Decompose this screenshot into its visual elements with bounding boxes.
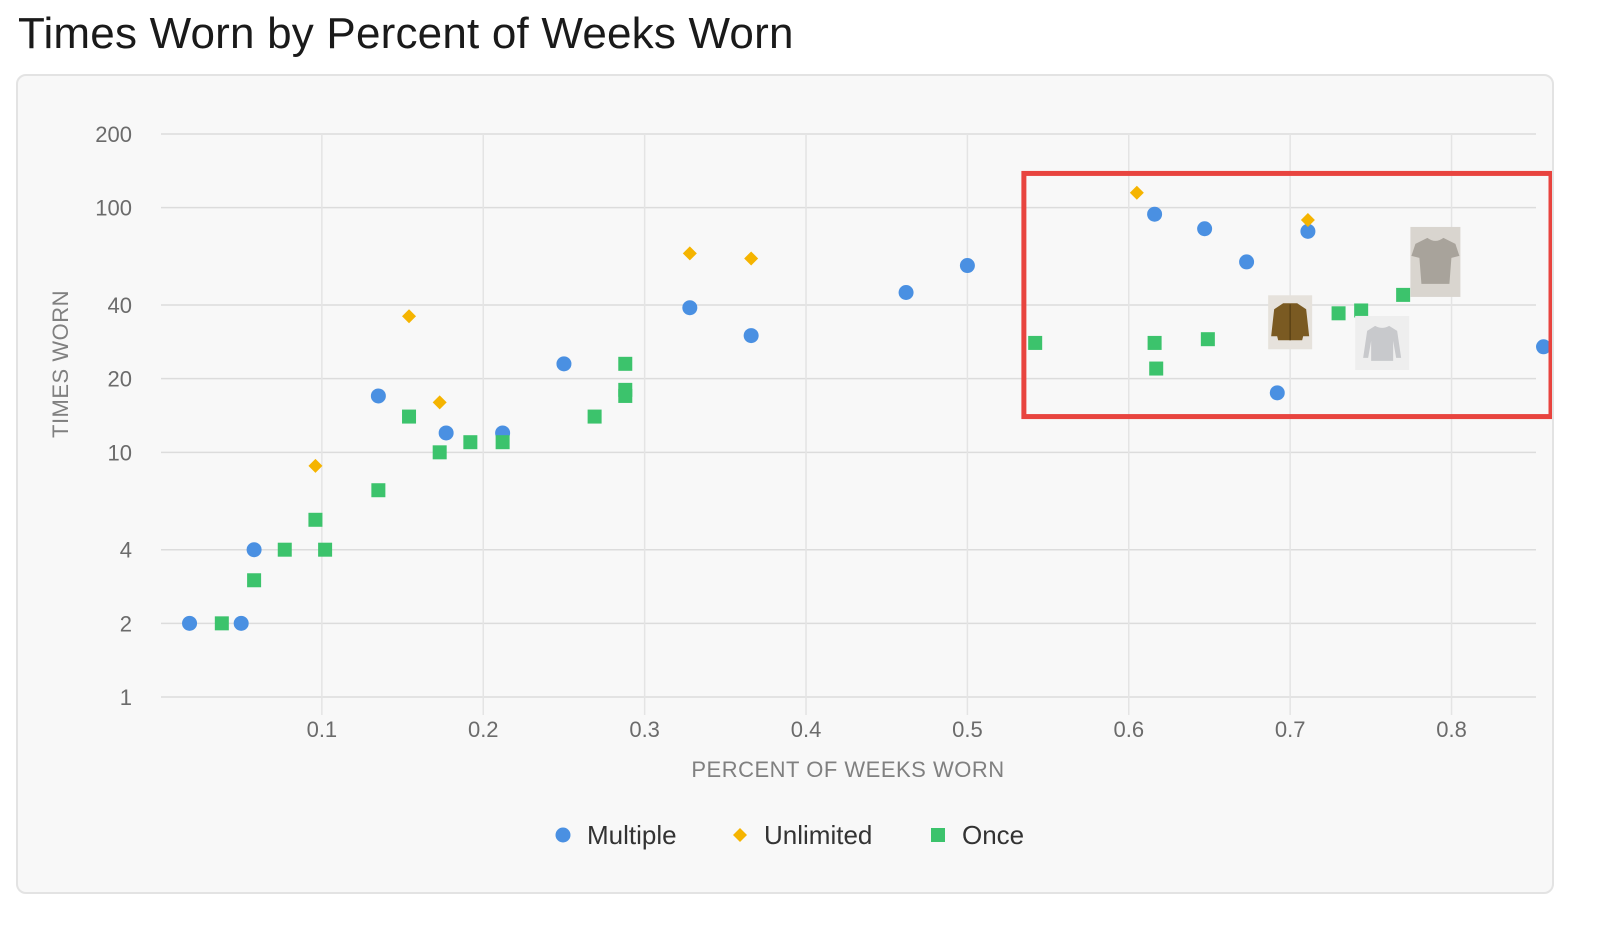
chart-card: 1 2 4 10 20 40 100 200 0.1 0.2 0.3 0.4 0.5 0.6 0.7 0.8… <box>16 74 1554 894</box>
x-tick-label: 0.1 <box>307 717 338 742</box>
point-unlimited <box>308 458 323 473</box>
x-tick-label: 0.4 <box>791 717 822 742</box>
x-axis-title: PERCENT OF WEEKS WORN <box>691 757 1004 782</box>
point-unlimited <box>1129 185 1144 200</box>
point-multiple <box>898 285 914 301</box>
x-tick-labels: 0.1 0.2 0.3 0.4 0.5 0.6 0.7 0.8 <box>307 717 1467 742</box>
data-points <box>182 185 1552 631</box>
point-multiple <box>1197 221 1213 237</box>
sweater-shape <box>1363 325 1402 361</box>
y-tick-label: 2 <box>120 611 132 636</box>
point-multiple <box>556 356 572 372</box>
legend-label: Unlimited <box>764 820 872 850</box>
point-unlimited <box>744 251 759 266</box>
point-multiple <box>182 615 198 631</box>
point-once <box>1331 306 1346 321</box>
grid-lines <box>161 133 1536 715</box>
point-once <box>214 616 229 631</box>
point-multiple <box>743 328 759 344</box>
point-once <box>1149 361 1164 376</box>
point-unlimited <box>682 246 697 261</box>
jacket-thumbnail-icon <box>1268 295 1313 350</box>
point-once <box>587 409 602 424</box>
legend: Multiple Unlimited Once <box>555 820 1024 850</box>
point-multiple <box>1300 223 1316 239</box>
y-tick-label: 200 <box>95 122 132 147</box>
point-once <box>618 388 633 403</box>
y-tick-label: 4 <box>120 538 132 563</box>
point-multiple <box>438 425 454 441</box>
point-unlimited <box>402 309 417 324</box>
point-once <box>495 435 510 450</box>
x-tick-label: 0.6 <box>1113 717 1144 742</box>
point-multiple <box>1269 385 1285 401</box>
tshirt-thumbnail-icon <box>1410 226 1461 297</box>
point-unlimited <box>1300 213 1315 228</box>
point-multiple <box>1147 206 1163 222</box>
y-axis-title: TIMES WORN <box>48 290 73 438</box>
y-tick-labels: 1 2 4 10 20 40 100 200 <box>95 122 132 710</box>
point-multiple <box>370 388 386 404</box>
point-once <box>463 435 478 450</box>
point-once <box>1354 303 1369 318</box>
legend-marker-unlimited <box>733 828 747 842</box>
y-tick-label: 40 <box>108 293 132 318</box>
point-multiple <box>682 300 698 316</box>
point-multiple <box>1536 339 1552 355</box>
point-once <box>247 573 262 588</box>
point-once <box>402 409 417 424</box>
legend-marker-once <box>931 828 945 842</box>
legend-label: Multiple <box>587 820 677 850</box>
legend-item-multiple[interactable]: Multiple <box>555 820 677 850</box>
point-once <box>618 356 633 371</box>
point-once <box>318 542 333 557</box>
point-once <box>1147 335 1162 350</box>
point-once <box>371 483 386 498</box>
x-tick-label: 0.2 <box>468 717 499 742</box>
scatter-chart: 1 2 4 10 20 40 100 200 0.1 0.2 0.3 0.4 0.5 0.6 0.7 0.8… <box>48 122 1552 850</box>
tshirt-shape <box>1411 237 1460 284</box>
legend-item-once[interactable]: Once <box>931 820 1024 850</box>
x-tick-label: 0.7 <box>1275 717 1306 742</box>
y-tick-label: 20 <box>108 367 132 392</box>
point-once <box>1200 332 1215 347</box>
x-tick-label: 0.5 <box>952 717 983 742</box>
point-once <box>1028 335 1043 350</box>
page-title: Times Worn by Percent of Weeks Worn <box>18 9 794 58</box>
y-tick-label: 10 <box>108 440 132 465</box>
legend-marker-multiple <box>555 827 571 843</box>
point-multiple <box>959 258 975 274</box>
legend-item-unlimited[interactable]: Unlimited <box>733 820 872 850</box>
highlight-box <box>1021 170 1552 420</box>
point-multiple <box>1239 254 1255 270</box>
y-tick-label: 1 <box>120 685 132 710</box>
point-multiple <box>246 542 262 558</box>
thumbnails <box>1268 226 1461 370</box>
legend-label: Once <box>962 820 1024 850</box>
point-multiple <box>233 615 249 631</box>
point-unlimited <box>432 395 447 410</box>
x-tick-label: 0.3 <box>629 717 660 742</box>
point-once <box>432 445 447 460</box>
y-tick-label: 100 <box>95 196 132 221</box>
sweater-thumbnail-icon <box>1355 315 1410 370</box>
point-once <box>277 542 292 557</box>
point-once <box>1396 287 1411 302</box>
x-tick-label: 0.8 <box>1436 717 1467 742</box>
point-once <box>308 512 323 527</box>
